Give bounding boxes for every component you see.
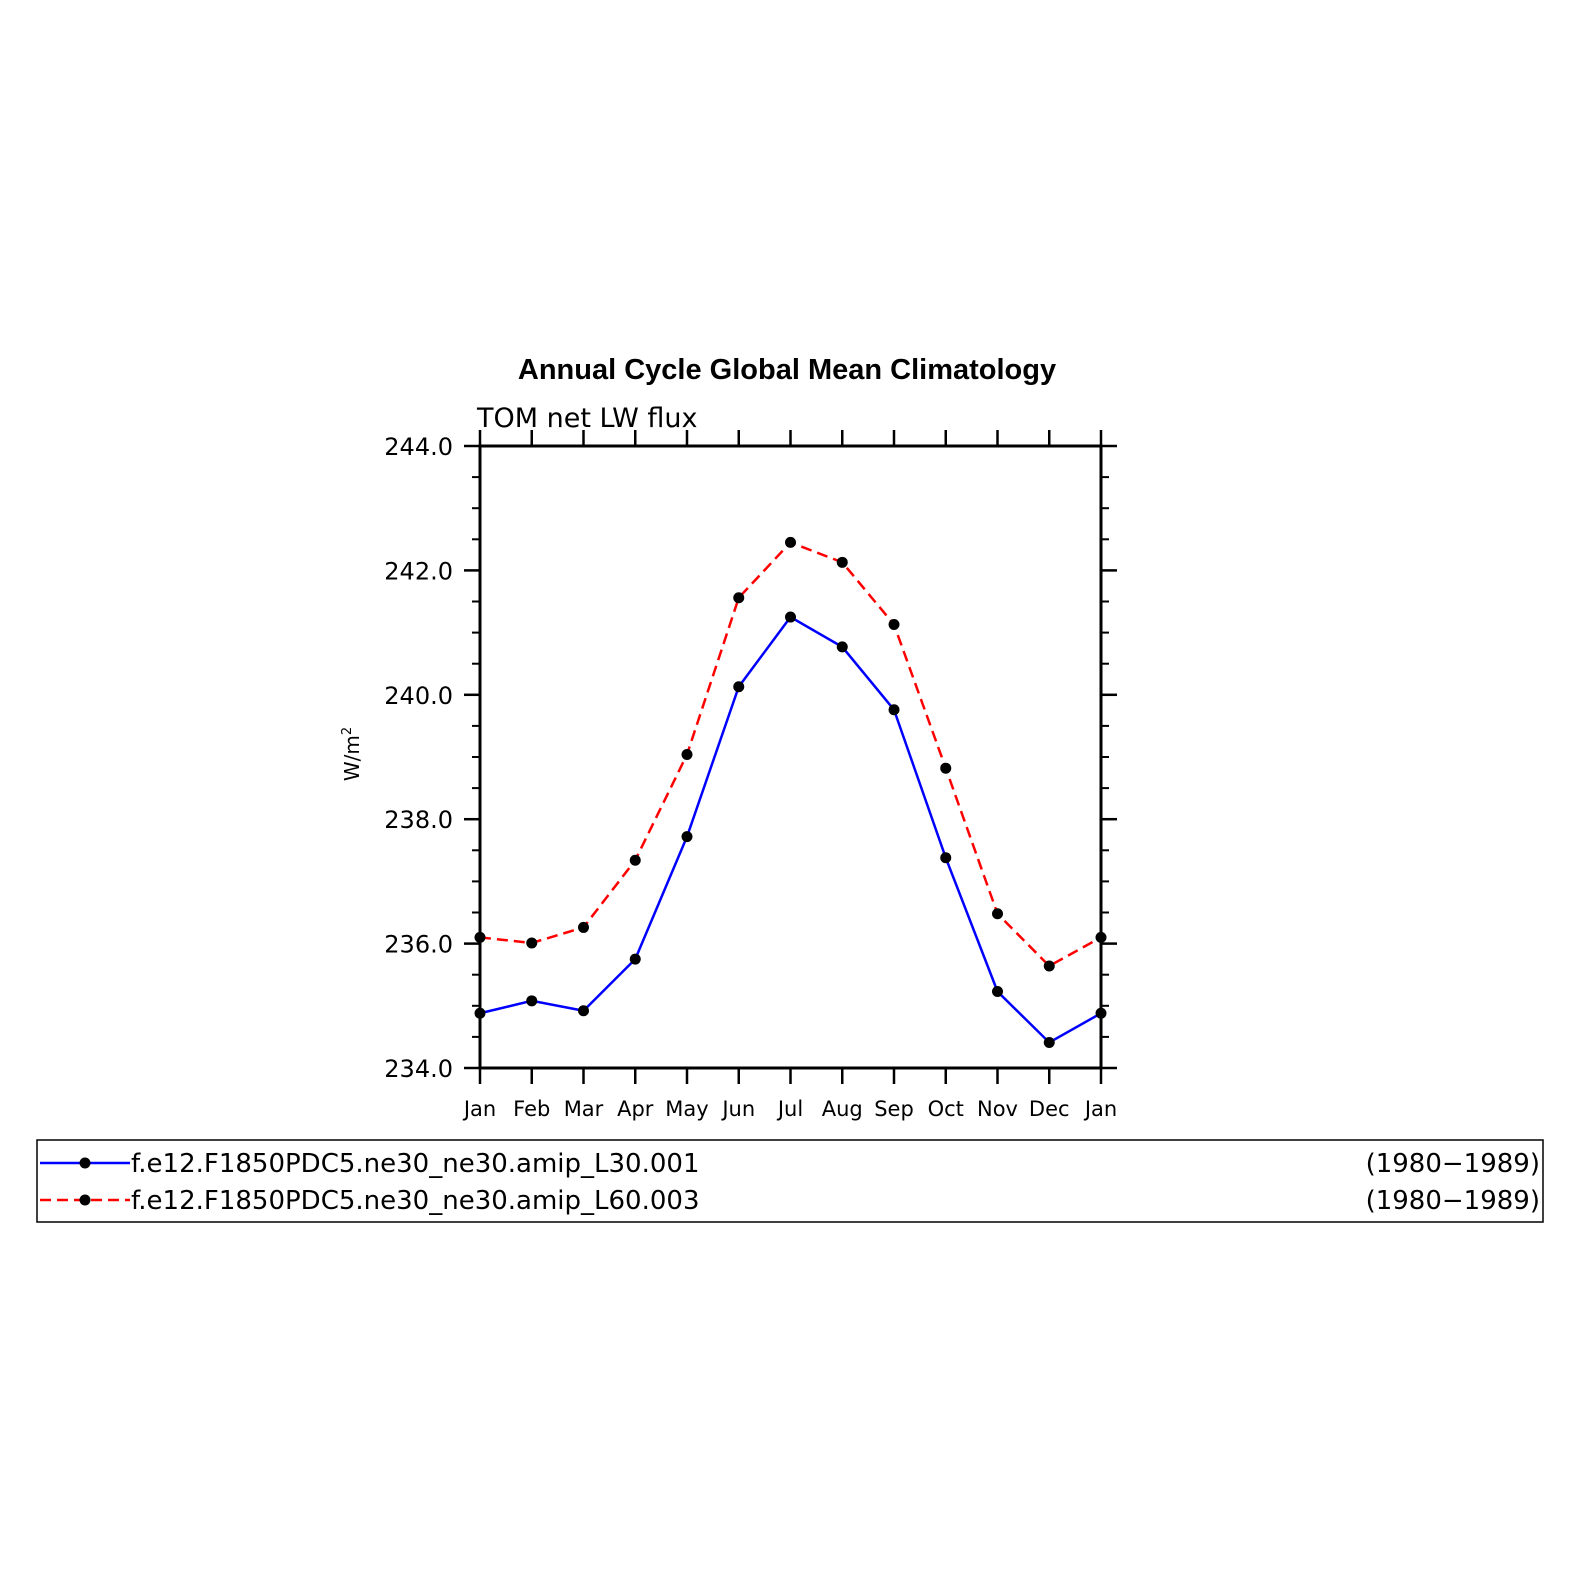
x-tick-label: Oct [928, 1097, 964, 1121]
x-tick-label: Jan [1083, 1097, 1117, 1121]
series-1-point [681, 831, 693, 843]
legend: f.e12.F1850PDC5.ne30_ne30.amip_L30.001 (1… [36, 1139, 1544, 1223]
series-1-point [992, 985, 1003, 997]
series-2-point [940, 762, 952, 774]
y-tick-label: 242.0 [384, 557, 453, 585]
series-1-point [733, 681, 745, 693]
x-tick-label: Jan [462, 1097, 496, 1121]
legend-box [36, 1139, 1544, 1223]
y-tick-label: 240.0 [384, 682, 453, 710]
chart-subtitle: TOM net LW flux [476, 403, 697, 434]
x-tick-label: May [665, 1097, 708, 1121]
series-2-point [785, 536, 796, 548]
y-tick-label: 238.0 [384, 806, 453, 834]
series-1-point [1043, 1036, 1055, 1048]
legend-series-period: (1980−1989) [1366, 1186, 1540, 1216]
legend-series-name: f.e12.F1850PDC5.ne30_ne30.amip_L30.001 [131, 1149, 699, 1179]
series-2-point [578, 921, 589, 933]
series-2-point [888, 619, 900, 631]
y-tick-label: 244.0 [384, 433, 453, 461]
series-2-point [629, 854, 641, 866]
series-1-point [836, 641, 848, 653]
x-tick-label: Feb [513, 1097, 550, 1121]
x-tick-label: Dec [1029, 1097, 1070, 1121]
series-2-point [1043, 960, 1055, 972]
x-tick-label: Nov [977, 1097, 1018, 1121]
series-2-point [526, 937, 538, 949]
series-1-point [526, 995, 538, 1007]
series-2-point [733, 592, 745, 604]
series-1-point [474, 1007, 486, 1019]
y-tick-label: 236.0 [384, 931, 453, 959]
y-axis-ticks: 234.0 236.0 238.0 240.0 242.0 244.0 [384, 433, 1117, 1083]
series-line-1 [479, 615, 1102, 1045]
y-tick-label: 234.0 [384, 1055, 453, 1083]
series-2-point [1095, 931, 1107, 943]
x-tick-label: Jul [776, 1097, 803, 1121]
y-axis-label: W/m2 [340, 727, 364, 781]
x-tick-label: Apr [617, 1097, 654, 1121]
series-1-point [578, 1005, 589, 1017]
x-tick-label: Sep [874, 1097, 914, 1121]
x-tick-label: Jun [720, 1097, 755, 1121]
series-2-point [836, 556, 848, 568]
series-1-point [940, 852, 952, 864]
legend-series-period: (1980−1989) [1366, 1149, 1540, 1179]
series-2-point [992, 908, 1003, 920]
series-1-point [888, 704, 900, 716]
legend-marker-2 [79, 1194, 91, 1206]
series-1-point [785, 611, 796, 623]
series-2-point [681, 749, 693, 761]
x-axis-ticks: Jan Feb Mar Apr May Jun Jul Aug Sep Oct Nov Dec Jan [462, 430, 1117, 1121]
x-tick-label: Aug [822, 1097, 863, 1121]
legend-series-name: f.e12.F1850PDC5.ne30_ne30.amip_L60.003 [131, 1186, 699, 1216]
x-tick-label: Mar [564, 1097, 604, 1121]
chart-title: Annual Cycle Global Mean Climatology [518, 354, 1056, 386]
series-2-point [474, 931, 486, 943]
series-layer [474, 536, 1107, 1048]
series-1-point [1095, 1007, 1107, 1019]
series-1-point [629, 953, 641, 965]
legend-marker-1 [79, 1157, 91, 1169]
series-line-2 [479, 540, 1102, 968]
